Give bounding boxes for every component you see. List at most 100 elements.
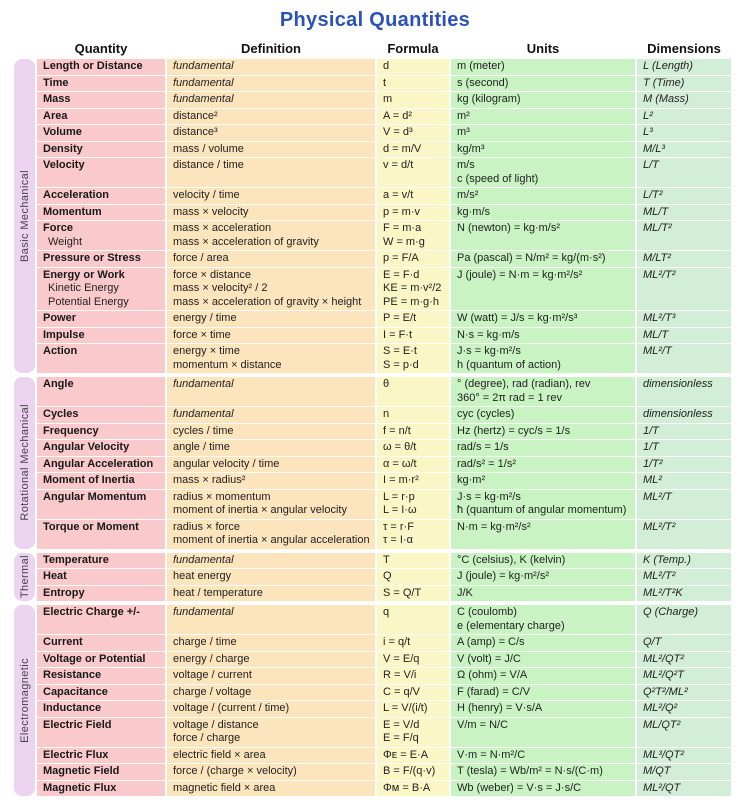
definition-cell: angular velocity / time	[167, 456, 375, 472]
dimensions-text: M/LT²	[643, 252, 671, 264]
group-band: Basic Mechanical	[14, 59, 35, 373]
dimensions-cell: Q/T	[637, 635, 731, 651]
table-row: Density mass / volume d = m/V kg/m³ M/L³	[37, 141, 736, 157]
definition-text: distance³	[173, 126, 218, 138]
dimensions-cell: ML/QT²	[637, 717, 731, 747]
table-row: Energy or Work Kinetic Energy Potential En…	[37, 267, 736, 310]
units-text: C (coulomb)	[457, 606, 517, 618]
units-text: rad/s² = 1/s²	[457, 457, 516, 470]
definition-text: mass × acceleration of gravity × height	[173, 295, 362, 308]
formula-text: KE = m·v²/2	[383, 282, 442, 294]
formula-cell: E = V/d E = F/q	[377, 717, 449, 747]
units-text: N·s = kg·m/s	[457, 328, 520, 341]
formula-text: S = p·d	[383, 358, 419, 371]
dimensions-cell: L/T	[637, 158, 731, 187]
quantity-cell: Mass	[37, 92, 165, 108]
quantity-cell: Voltage or Potential	[37, 651, 165, 667]
formula-cell: L = V/(i/t)	[377, 701, 449, 717]
dimensions-text: ML/QT²	[643, 718, 681, 731]
quantity-text: Weight	[48, 235, 83, 248]
formula-text: T	[383, 553, 390, 566]
dimensions-text: ML²/Q²	[643, 702, 678, 714]
formula-text: q	[383, 606, 390, 618]
quantity-cell: Current	[37, 635, 165, 651]
formula-text: S = Q/T	[383, 586, 422, 599]
formula-text: Q	[383, 570, 392, 582]
units-text: cyc (cycles)	[457, 408, 515, 420]
quantity-text: Energy or Work	[43, 268, 125, 281]
definition-text: heat / temperature	[173, 586, 263, 599]
formula-text: p = m·v	[383, 205, 420, 218]
units-cell: m/s c (speed of light)	[451, 158, 635, 187]
group-band: Rotational Mechanical	[14, 377, 35, 549]
units-text: J (joule) = kg·m²/s²	[457, 570, 549, 582]
quantity-cell: Magnetic Flux	[37, 780, 165, 796]
units-cell: s (second)	[451, 75, 635, 91]
units-text: Ω (ohm) = V/A	[457, 669, 528, 681]
units-text: A (amp) = C/s	[457, 636, 525, 648]
formula-text: B = F/(q·v)	[383, 765, 436, 777]
table-row: Current charge / time i = q/t A (amp) = C/s…	[37, 635, 736, 651]
formula-cell: A = d²	[377, 108, 449, 124]
formula-text: α = ω/t	[383, 457, 417, 470]
group-band: Thermal	[14, 552, 35, 601]
definition-cell: charge / voltage	[167, 684, 375, 700]
quantity-text: Magnetic Field	[43, 765, 120, 777]
dimensions-cell: L²	[637, 108, 731, 124]
dimensions-cell: Q (Charge)	[637, 605, 731, 634]
dimensions-text: ML²/T	[643, 490, 672, 503]
group-section: Rotational Mechanical Angle fundamental θ ° …	[14, 377, 736, 549]
formula-text: P = E/t	[383, 312, 417, 324]
quantity-cell: Frequency	[37, 423, 165, 439]
formula-cell: B = F/(q·v)	[377, 764, 449, 780]
quantity-cell: Angular Momentum	[37, 489, 165, 519]
formula-cell: θ	[377, 377, 449, 406]
quantity-cell: Length or Distance	[37, 59, 165, 75]
table-row: Momentum mass × velocity p = m·v kg·m/s ML/T	[37, 204, 736, 220]
table-row: Torque or Moment radius × force moment of …	[37, 519, 736, 549]
units-text: W (watt) = J/s = kg·m²/s³	[457, 312, 578, 324]
table-row: Capacitance charge / voltage C = q/V F (far…	[37, 684, 736, 700]
units-text: J/K	[457, 586, 473, 599]
formula-cell: t	[377, 75, 449, 91]
dimensions-text: ML³/QT²	[643, 748, 684, 761]
formula-text: W = m·g	[383, 235, 425, 248]
units-text: c (speed of light)	[457, 172, 539, 185]
units-text: ħ (quantum of angular momentum)	[457, 504, 627, 516]
formula-text: E = F/q	[383, 732, 419, 744]
table-row: Length or Distance fundamental d m (meter) L…	[37, 59, 736, 75]
units-cell: kg/m³	[451, 141, 635, 157]
formula-text: R = V/i	[383, 669, 417, 681]
definition-cell: energy / charge	[167, 651, 375, 667]
quantity-cell: Time	[37, 75, 165, 91]
dimensions-cell: ML²/T³	[637, 311, 731, 327]
table-row: Angular Acceleration angular velocity / t…	[37, 456, 736, 472]
formula-text: ω = θ/t	[383, 441, 417, 453]
formula-cell: I = m·r²	[377, 473, 449, 489]
quantity-cell: Angle	[37, 377, 165, 406]
quantity-cell: Angular Velocity	[37, 440, 165, 456]
formula-cell: ω = θ/t	[377, 440, 449, 456]
formula-text: d = m/V	[383, 142, 422, 155]
dimensions-cell: ML/T²	[637, 221, 731, 250]
units-cell: rad/s² = 1/s²	[451, 456, 635, 472]
dimensions-cell: ML²	[637, 473, 731, 489]
units-text: rad/s = 1/s	[457, 441, 509, 453]
formula-cell: V = E/q	[377, 651, 449, 667]
definition-text: fundamental	[173, 408, 234, 420]
quantity-text: Time	[43, 76, 69, 89]
dimensions-text: 1/T	[643, 441, 659, 453]
formula-text: E = V/d	[383, 718, 420, 731]
group-section: Basic Mechanical Length or Distance fundam…	[14, 59, 736, 373]
formula-text: V = d³	[383, 126, 413, 138]
definition-cell: voltage / distance force / charge	[167, 717, 375, 747]
definition-text: fundamental	[173, 553, 234, 566]
quantity-text: Pressure or Stress	[43, 252, 141, 264]
dimensions-cell: L³	[637, 125, 731, 141]
definition-cell: voltage / (current / time)	[167, 701, 375, 717]
dimensions-text: L²	[643, 109, 653, 122]
definition-text: fundamental	[173, 76, 234, 89]
dimensions-text: dimensionless	[643, 408, 713, 420]
quantity-cell: Entropy	[37, 585, 165, 601]
units-text: N·m = kg·m²/s²	[457, 520, 531, 533]
